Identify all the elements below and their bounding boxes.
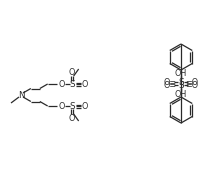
Text: O: O <box>82 79 88 88</box>
Text: O: O <box>69 68 75 76</box>
Text: O: O <box>82 102 88 111</box>
Text: O: O <box>58 102 65 111</box>
Text: =O: =O <box>185 80 198 90</box>
Text: S: S <box>70 102 75 111</box>
Text: =O: =O <box>185 77 198 87</box>
Text: OH: OH <box>175 90 187 99</box>
Text: O=: O= <box>164 80 177 90</box>
Text: O: O <box>69 114 75 122</box>
Text: S: S <box>178 80 184 90</box>
Text: S: S <box>70 79 75 88</box>
Text: OH: OH <box>175 68 187 77</box>
Text: N: N <box>18 91 24 99</box>
Text: O=: O= <box>164 77 177 87</box>
Text: S: S <box>178 77 184 87</box>
Text: O: O <box>58 79 65 88</box>
